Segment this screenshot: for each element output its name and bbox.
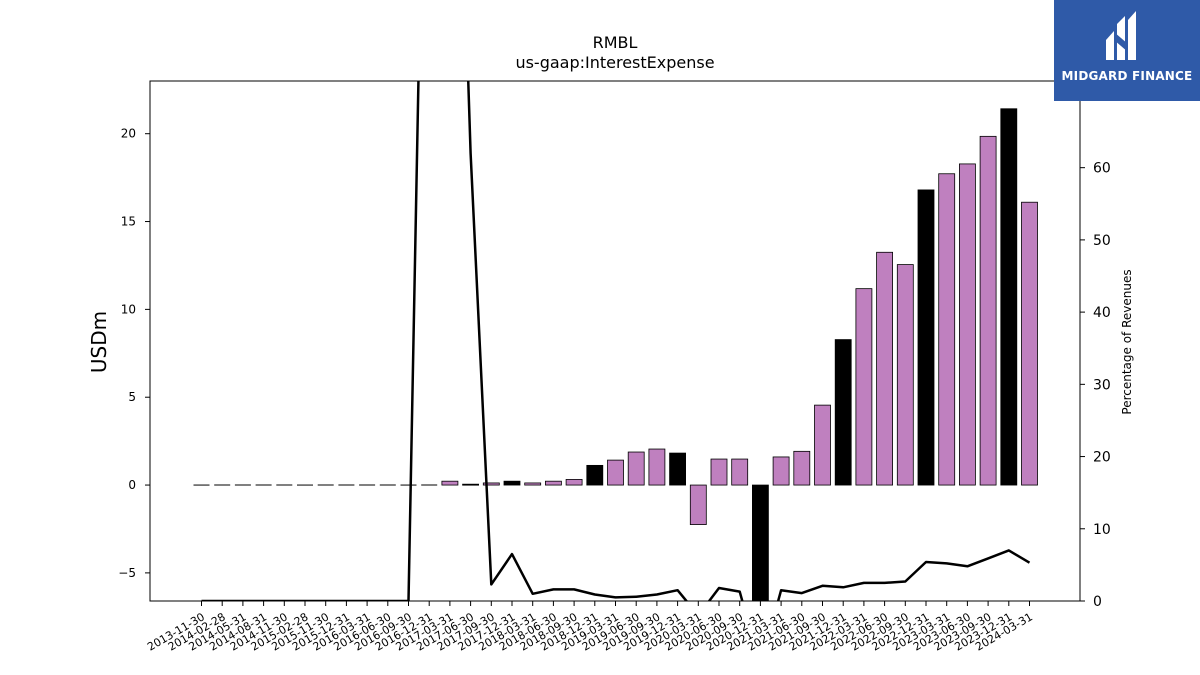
- bar: [710, 458, 728, 486]
- y2-tick-label: 30: [1093, 377, 1111, 393]
- bar: [1000, 108, 1018, 486]
- bar: [669, 452, 686, 486]
- y2-tick-label: 40: [1093, 305, 1111, 321]
- bar: [772, 456, 790, 486]
- y-tick-label: −5: [118, 566, 136, 580]
- chart-subtitle: us-gaap:InterestExpense: [515, 53, 714, 72]
- bar: [1021, 201, 1038, 486]
- bar: [752, 484, 769, 601]
- bar: [462, 483, 480, 486]
- chart-title: RMBL: [593, 33, 638, 52]
- bar: [814, 404, 831, 486]
- y-axis-label: USDm: [87, 311, 111, 373]
- y2-tick-label: 60: [1093, 161, 1111, 177]
- plot-area: −5051015200102030405060702013-11-302014-…: [118, 80, 1111, 654]
- y2-tick-label: 0: [1093, 594, 1102, 610]
- y-tick-label: 0: [128, 478, 136, 492]
- bar: [586, 464, 604, 486]
- y2-axis-label: Percentage of Revenues: [1120, 269, 1134, 414]
- bar: [689, 484, 707, 525]
- bar: [959, 163, 976, 486]
- bar: [627, 451, 645, 486]
- bar: [938, 173, 956, 486]
- bar: [503, 480, 521, 486]
- bar: [979, 135, 997, 486]
- bar: [917, 189, 935, 486]
- y-tick-label: 10: [121, 302, 136, 316]
- y2-tick-label: 20: [1093, 450, 1111, 466]
- bar: [482, 482, 500, 486]
- bar: [565, 479, 583, 486]
- bar: [648, 448, 666, 486]
- data-marks: [193, 81, 1038, 601]
- percentage-line: [201, 81, 1031, 601]
- y2-tick-label: 10: [1093, 522, 1111, 538]
- bar: [524, 482, 542, 486]
- y2-tick-label: 50: [1093, 233, 1111, 249]
- logo-text: MIDGARD FINANCE: [1061, 69, 1193, 83]
- bar: [834, 339, 852, 486]
- y-tick-label: 20: [121, 127, 136, 141]
- bar: [607, 459, 624, 486]
- bar: [731, 458, 749, 486]
- y-tick-label: 15: [121, 215, 136, 229]
- y-tick-label: 5: [128, 390, 136, 404]
- bar: [441, 480, 459, 486]
- midgard-finance-logo: MIDGARD FINANCE: [1054, 0, 1200, 101]
- bar: [876, 251, 893, 486]
- bar: [896, 264, 914, 486]
- bar: [793, 450, 811, 486]
- bar: [855, 288, 873, 486]
- bar: [545, 480, 562, 486]
- logo-mark-icon: [1106, 11, 1136, 60]
